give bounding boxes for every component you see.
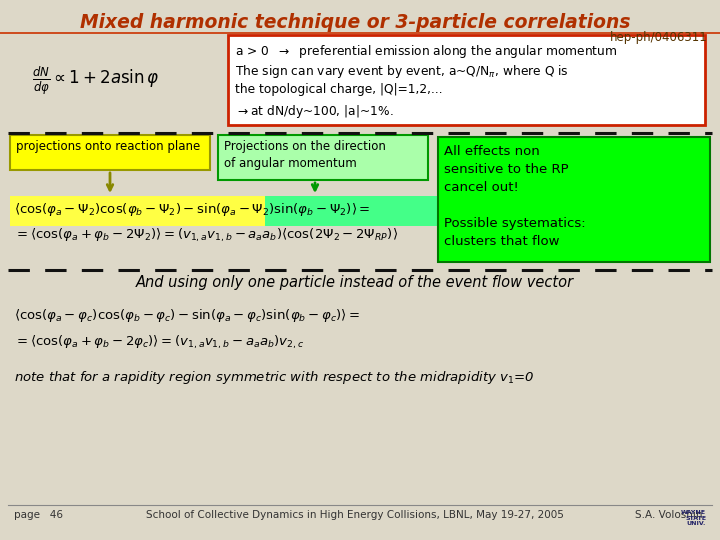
Text: a > 0  $\rightarrow$  preferential emission along the angular momentum: a > 0 $\rightarrow$ preferential emissio… [235, 43, 617, 60]
Text: note that for a rapidity region symmetric with respect to the midrapidity $v_1$=: note that for a rapidity region symmetri… [14, 368, 534, 386]
Text: clusters that flow: clusters that flow [444, 235, 559, 248]
Text: the topological charge, |Q|=1,2,...: the topological charge, |Q|=1,2,... [235, 83, 443, 96]
Bar [10, 196, 265, 226]
Text: School of Collective Dynamics in High Energy Collisions, LBNL, May 19-27, 2005: School of Collective Dynamics in High En… [146, 510, 564, 520]
Text: All effects non: All effects non [444, 145, 540, 158]
Text: The sign can vary event by event, a~Q/N$_\pi$, where Q is: The sign can vary event by event, a~Q/N$… [235, 63, 569, 80]
Bar [265, 196, 440, 226]
Text: WAYNE
STATE
UNIV.: WAYNE STATE UNIV. [681, 510, 706, 526]
Text: projections onto reaction plane: projections onto reaction plane [16, 140, 200, 153]
Text: S.A. Voloshin: S.A. Voloshin [635, 510, 703, 520]
Bar [10, 135, 210, 170]
Bar [228, 35, 705, 125]
Text: $\rightarrow$at dN/dy~100, |a|~1%.: $\rightarrow$at dN/dy~100, |a|~1%. [235, 103, 394, 120]
Text: $=\langle\cos(\varphi_a+\varphi_b-2\varphi_c)\rangle=(v_{1,a}v_{1,b}-a_aa_b)v_{2: $=\langle\cos(\varphi_a+\varphi_b-2\varp… [14, 333, 305, 350]
Bar [218, 135, 428, 180]
Text: $\langle\cos(\varphi_a-\Psi_2)\cos(\varphi_b-\Psi_2)-\sin(\varphi_a-\Psi_2)\sin(: $\langle\cos(\varphi_a-\Psi_2)\cos(\varp… [14, 201, 371, 219]
Text: And using only one particle instead of the event flow vector: And using only one particle instead of t… [136, 274, 574, 289]
Text: $\langle\cos(\varphi_a-\varphi_c)\cos(\varphi_b-\varphi_c)-\sin(\varphi_a-\varph: $\langle\cos(\varphi_a-\varphi_c)\cos(\v… [14, 307, 360, 323]
Text: $\frac{dN}{d\varphi} \propto 1+2a\sin\varphi$: $\frac{dN}{d\varphi} \propto 1+2a\sin\va… [32, 65, 160, 97]
Text: Mixed harmonic technique or 3-particle correlations: Mixed harmonic technique or 3-particle c… [80, 13, 630, 32]
Text: page   46: page 46 [14, 510, 63, 520]
Text: cancel out!: cancel out! [444, 181, 518, 194]
Text: sensitive to the RP: sensitive to the RP [444, 163, 569, 176]
Text: $=\langle\cos(\varphi_a+\varphi_b-2\Psi_2)\rangle=(v_{1,a}v_{1,b}-a_aa_b)\langle: $=\langle\cos(\varphi_a+\varphi_b-2\Psi_… [14, 226, 398, 244]
Bar [438, 137, 710, 262]
Text: hep-ph/0406311: hep-ph/0406311 [611, 31, 708, 44]
Text: Possible systematics:: Possible systematics: [444, 217, 585, 230]
Text: Projections on the direction
of angular momentum: Projections on the direction of angular … [224, 140, 386, 170]
